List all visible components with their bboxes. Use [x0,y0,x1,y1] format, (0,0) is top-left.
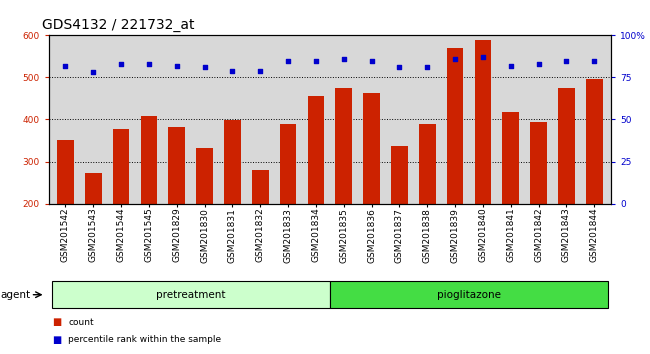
Bar [391,147,408,204]
Point [88,69,99,75]
Point [255,68,265,74]
Bar [51,281,330,308]
Bar [363,93,380,204]
Bar [419,124,436,204]
Bar [307,96,324,204]
Point [478,55,488,60]
Bar [252,170,268,204]
Point [422,64,432,70]
Bar [586,79,603,204]
Bar [140,116,157,204]
Text: count: count [68,318,94,327]
Text: GDS4132 / 221732_at: GDS4132 / 221732_at [42,18,195,32]
Point [450,56,460,62]
Point [506,63,516,68]
Text: percentile rank within the sample: percentile rank within the sample [68,335,222,344]
Point [283,58,293,63]
Bar [335,88,352,204]
Point [367,58,377,63]
Text: agent: agent [1,290,31,300]
Bar [112,129,129,204]
Bar [224,120,240,204]
Point [561,58,571,63]
Point [589,58,599,63]
Bar [168,127,185,204]
Bar [530,121,547,204]
Point [172,63,182,68]
Bar [474,40,491,204]
Text: pretreatment: pretreatment [156,290,226,300]
Point [200,64,210,70]
Point [534,61,544,67]
Bar [85,173,101,204]
Point [227,68,238,74]
Point [60,63,71,68]
Point [339,56,349,62]
Point [311,58,321,63]
Text: ■: ■ [52,317,61,327]
Point [116,61,126,67]
Point [144,61,154,67]
Bar [447,48,463,204]
Bar [558,87,575,204]
Bar [57,141,74,204]
Text: ■: ■ [52,335,61,345]
Text: pioglitazone: pioglitazone [437,290,501,300]
Bar [502,112,519,204]
Point [395,64,405,70]
Bar [330,281,608,308]
Bar [196,148,213,204]
Bar [280,124,296,204]
